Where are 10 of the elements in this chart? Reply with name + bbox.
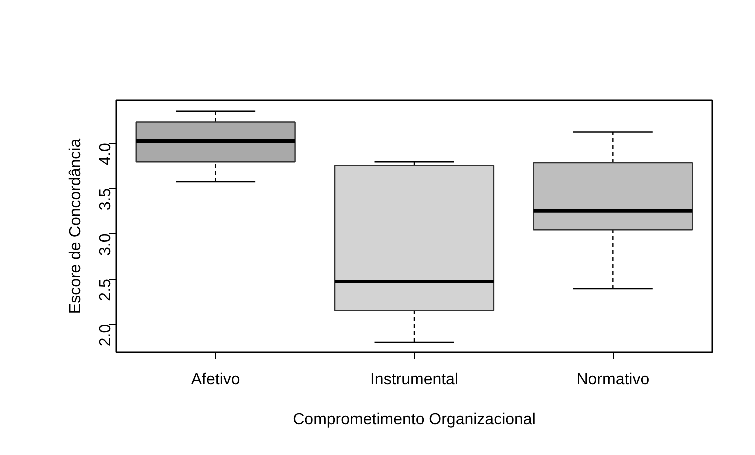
x-axis-title: Comprometimento Organizacional	[293, 412, 536, 428]
x-tick-label: Instrumental	[370, 372, 459, 388]
x-tick-label: Normativo	[576, 372, 650, 388]
y-tick-label: 2.0	[98, 324, 114, 347]
x-tick-label: Afetivo	[191, 372, 240, 388]
y-axis-title: Escore de Concordância	[68, 138, 84, 314]
y-tick-label: 4.0	[98, 143, 114, 166]
y-tick-label: 3.5	[98, 188, 114, 211]
y-tick-label: 3.0	[98, 234, 114, 256]
y-tick-label: 2.5	[98, 278, 114, 302]
